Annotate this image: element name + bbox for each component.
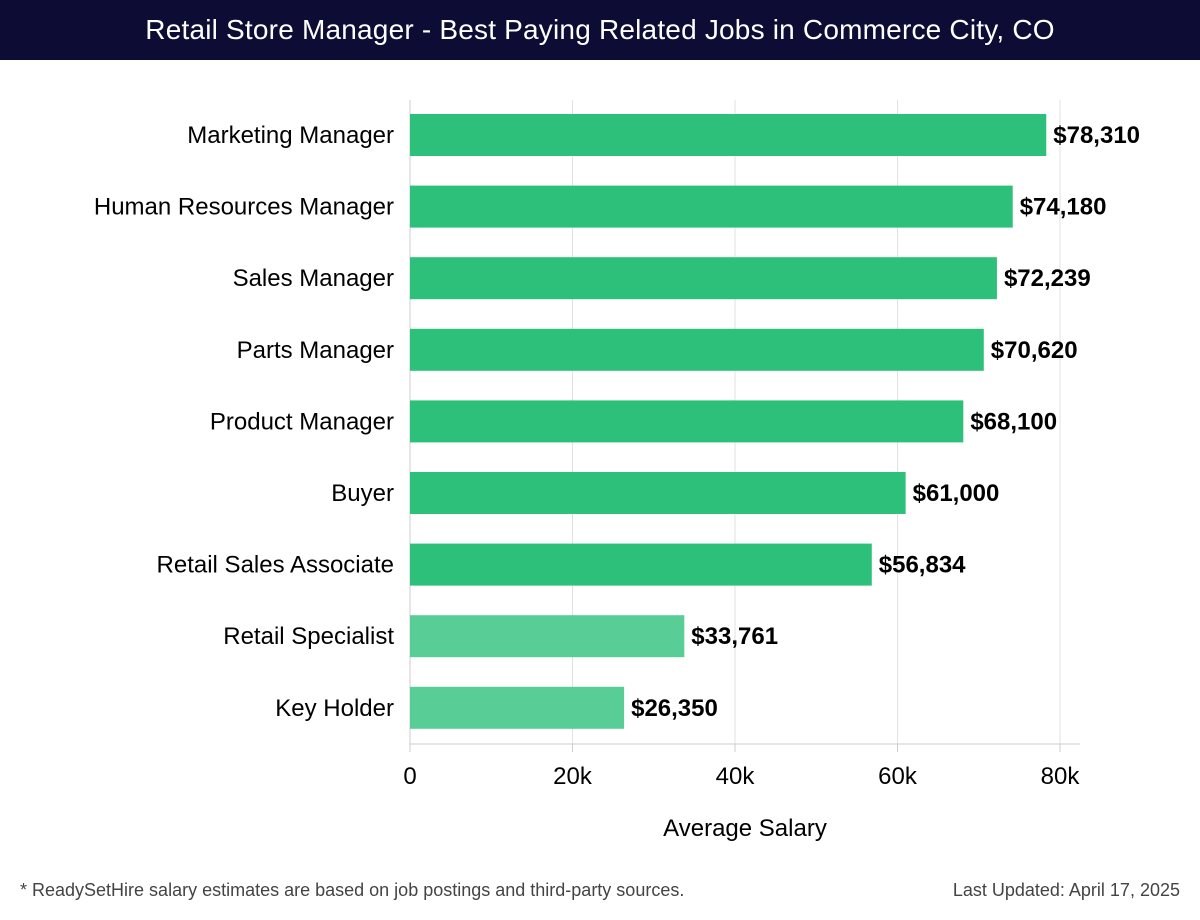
- category-label: Retail Specialist: [223, 623, 394, 650]
- chart-title: Retail Store Manager - Best Paying Relat…: [0, 0, 1200, 60]
- bar: [410, 472, 906, 514]
- value-label: $56,834: [879, 552, 966, 579]
- x-tick-label: 60k: [878, 763, 918, 790]
- value-label: $61,000: [913, 480, 1000, 507]
- value-label: $78,310: [1053, 122, 1140, 149]
- value-label: $70,620: [991, 337, 1078, 364]
- value-label: $72,239: [1004, 265, 1091, 292]
- last-updated: Last Updated: April 17, 2025: [952, 880, 1180, 900]
- category-label: Marketing Manager: [187, 122, 394, 149]
- x-tick-label: 0: [403, 763, 416, 790]
- value-label: $68,100: [970, 408, 1057, 435]
- category-label: Parts Manager: [237, 337, 394, 364]
- ticks-layer: 0 20k 40k 60k 80k: [403, 763, 1080, 790]
- bar: [410, 686, 625, 729]
- bar: [410, 615, 685, 658]
- footnote: * ReadySetHire salary estimates are base…: [20, 880, 685, 900]
- bar: [410, 400, 964, 443]
- bar: [410, 328, 984, 371]
- bar: [410, 543, 872, 586]
- x-tick-label: 20k: [553, 763, 593, 790]
- bar: [410, 114, 1047, 156]
- category-label: Sales Manager: [233, 265, 394, 292]
- value-label: $74,180: [1020, 194, 1107, 221]
- x-tick-label: 80k: [1041, 763, 1081, 790]
- category-label: Retail Sales Associate: [157, 552, 394, 579]
- category-label: Buyer: [331, 480, 394, 507]
- value-label: $33,761: [691, 623, 778, 650]
- x-tick-label: 40k: [716, 763, 756, 790]
- category-label: Human Resources Manager: [94, 194, 394, 221]
- bar: [410, 257, 997, 300]
- category-label: Key Holder: [275, 695, 394, 722]
- bar: [410, 185, 1013, 228]
- labels-layer: Marketing Manager $78,310 Human Resources …: [94, 122, 1140, 722]
- category-label: Product Manager: [210, 408, 394, 435]
- value-label: $26,350: [631, 695, 718, 722]
- bar-chart: Marketing Manager $78,310 Human Resources …: [94, 100, 1140, 842]
- x-axis-title: Average Salary: [663, 815, 827, 842]
- bars-layer: [410, 114, 1047, 729]
